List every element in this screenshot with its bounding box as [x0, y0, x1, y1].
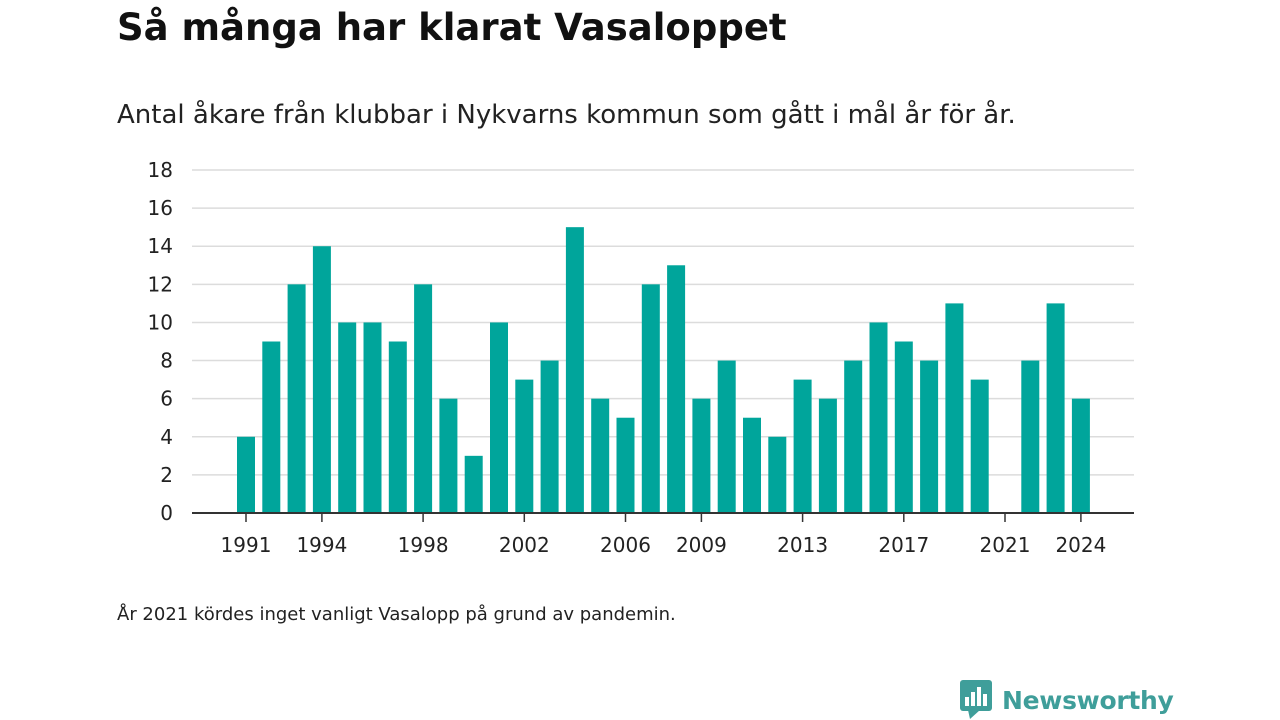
chart-subtitle: Antal åkare från klubbar i Nykvarns komm… [117, 100, 1016, 130]
bar-1994 [312, 246, 331, 513]
chart-title: Så många har klarat Vasaloppet [117, 6, 787, 49]
x-tick-label: 2002 [499, 533, 550, 557]
bar-1993 [287, 284, 306, 513]
bar-2017 [894, 341, 913, 513]
bar-2010 [717, 360, 736, 513]
bar-2005 [591, 398, 610, 513]
brand-logo: Newsworthy [960, 680, 1174, 720]
x-tick-label: 2024 [1055, 533, 1106, 557]
bar-1996 [363, 322, 382, 513]
bar-2004 [565, 227, 584, 513]
bar-chart: 0 2 4 6 8 10 12 14 16 18 1991 1994 1998 2002 2006 2009 2… [148, 158, 1134, 557]
bar-2000 [464, 455, 483, 513]
bar-2003 [540, 360, 559, 513]
y-tick-label: 16 [148, 196, 173, 220]
bars [237, 227, 1090, 513]
y-tick-label: 14 [148, 234, 173, 258]
x-tick-label: 1994 [296, 533, 347, 557]
bar-2022 [1021, 360, 1040, 513]
footnote: År 2021 kördes inget vanligt Vasalopp på… [117, 604, 676, 625]
x-tick-label: 2021 [980, 533, 1031, 557]
x-tick-label: 1991 [221, 533, 272, 557]
bar-2014 [818, 398, 837, 513]
bar-2023 [1046, 303, 1065, 513]
bar-2016 [869, 322, 888, 513]
bar-2001 [490, 322, 508, 513]
bar-2019 [945, 303, 964, 513]
bar-2006 [616, 417, 635, 513]
x-tick-label: 2006 [600, 533, 651, 557]
bar-2007 [641, 284, 660, 513]
y-tick-label: 6 [160, 387, 173, 411]
bar-1995 [338, 322, 357, 513]
bar-1999 [439, 398, 458, 513]
y-tick-label: 0 [160, 501, 173, 525]
x-tick-label: 2013 [777, 533, 828, 557]
bar-2002 [515, 379, 534, 513]
y-tick-label: 2 [160, 463, 173, 487]
y-tick-label: 10 [148, 310, 173, 334]
bar-2013 [793, 379, 812, 513]
newsworthy-logo-icon [960, 680, 992, 719]
y-tick-label: 8 [160, 349, 173, 373]
bar-2011 [743, 417, 761, 513]
x-tick-label: 1998 [398, 533, 449, 557]
bar-1998 [414, 284, 433, 513]
y-tick-label: 18 [148, 158, 173, 182]
x-tick-label: 2009 [676, 533, 727, 557]
y-tick-label: 12 [148, 272, 173, 296]
axes: 0 2 4 6 8 10 12 14 16 18 1991 1994 1998 2002 2006 2009 2… [148, 158, 1134, 557]
bar-2018 [920, 360, 939, 513]
bar-2020 [970, 379, 989, 513]
x-tick-label: 2017 [878, 533, 929, 557]
brand-name: Newsworthy [1002, 685, 1174, 715]
bar-2015 [844, 360, 863, 513]
bar-2024 [1071, 398, 1090, 513]
bar-1997 [388, 341, 407, 513]
bar-1992 [262, 341, 281, 513]
bar-2012 [768, 436, 787, 513]
gridlines [192, 169, 1134, 476]
y-tick-label: 4 [160, 425, 173, 449]
bar-2009 [692, 398, 711, 513]
bar-2008 [667, 265, 686, 513]
bar-1991 [237, 436, 255, 513]
